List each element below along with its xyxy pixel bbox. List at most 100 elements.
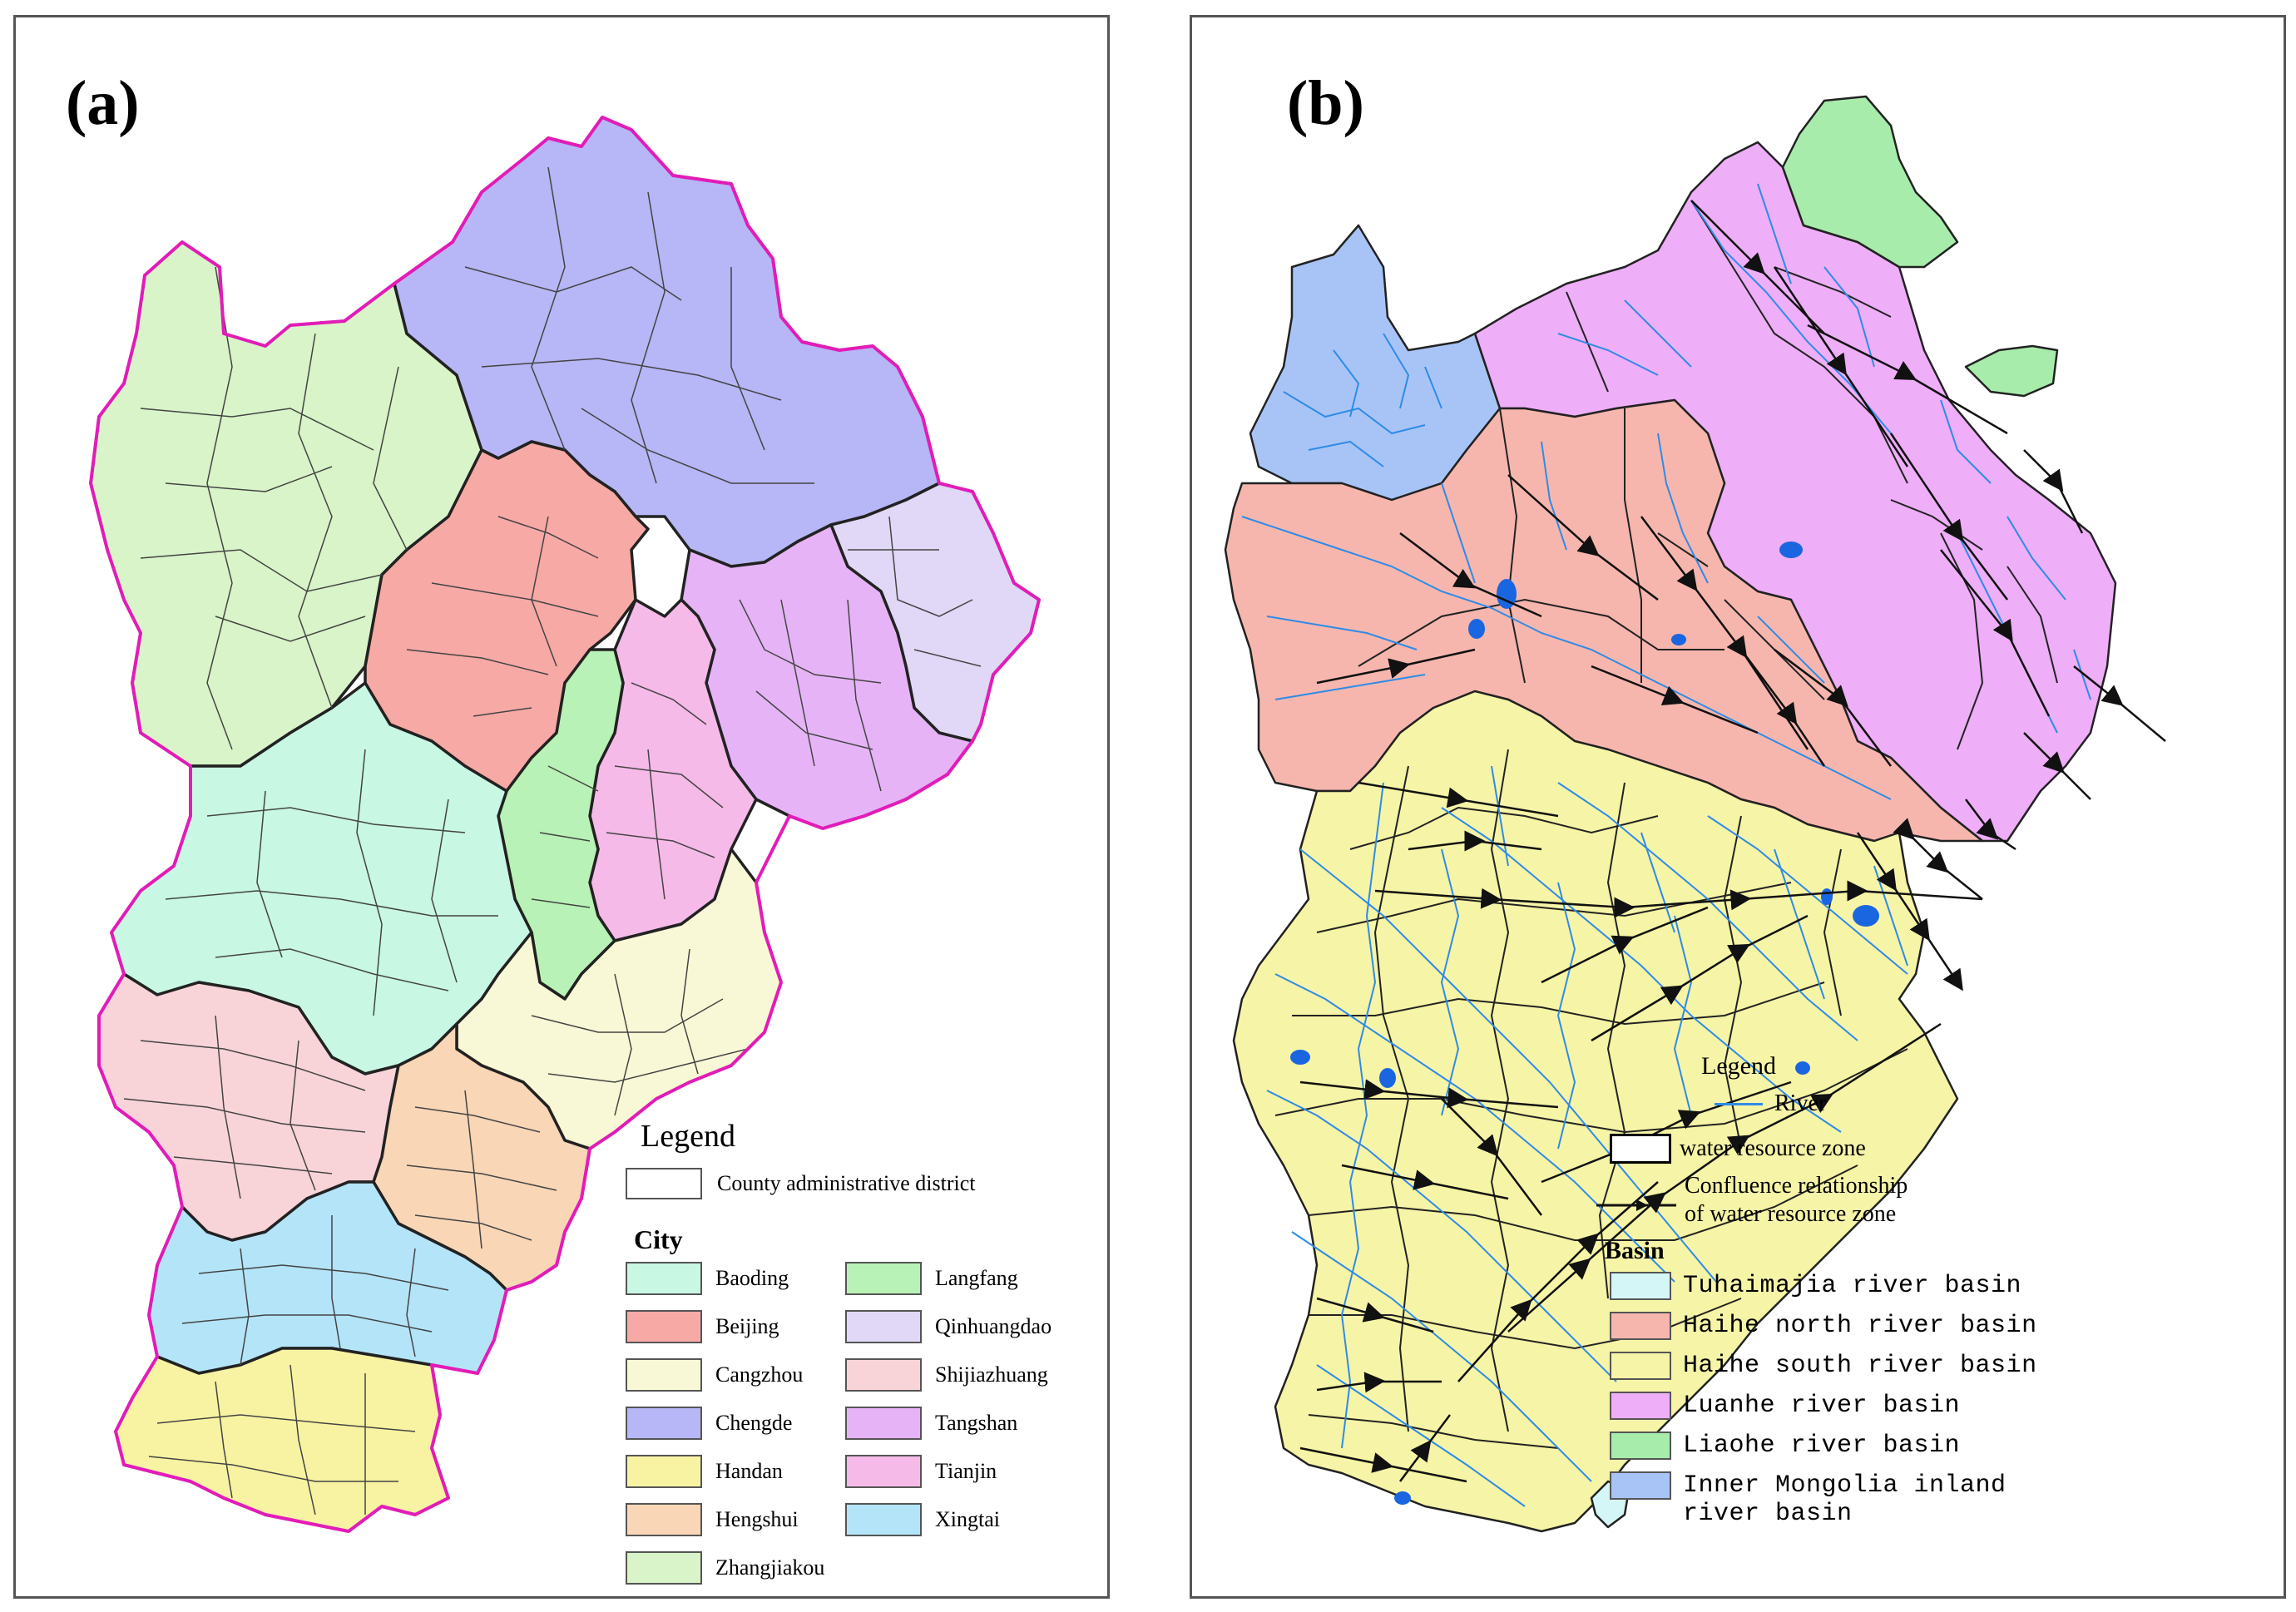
- basin-swatch: [1610, 1432, 1671, 1460]
- county-swatch: [626, 1168, 702, 1199]
- legend-city-zhangjiakou: Zhangjiakou: [626, 1551, 845, 1585]
- basin-label: Tuhaimajia river basin: [1683, 1272, 2022, 1300]
- legend-city-chengde: Chengde: [626, 1407, 845, 1440]
- city-label: Zhangjiakou: [715, 1555, 825, 1580]
- city-label: Langfang: [935, 1266, 1018, 1290]
- legend-city-xingtai: Xingtai: [845, 1503, 1065, 1536]
- basin-label: Luanhe river basin: [1683, 1392, 1961, 1420]
- legend-city-beijing: Beijing: [626, 1310, 845, 1343]
- city-swatch: [626, 1407, 702, 1440]
- legend-basin-entry: Liaohe river basin: [1610, 1432, 2074, 1460]
- basin-liaohe-right[interactable]: [1964, 344, 2059, 398]
- basin-swatch: [1610, 1312, 1671, 1340]
- panel-b-map-frame: (b): [1190, 15, 2286, 1599]
- county-boundaries: [123, 166, 982, 1516]
- legend-city-title: City: [634, 1224, 683, 1254]
- region-handan[interactable]: [114, 1347, 450, 1533]
- lake-9: [1379, 1068, 1396, 1088]
- city-map: [89, 116, 1041, 1533]
- legend-b-title: Legend: [1701, 1052, 1776, 1080]
- city-swatch: [845, 1310, 922, 1343]
- confluence-arrows: [1299, 200, 2166, 1483]
- river-line-icon: [1715, 1102, 1763, 1105]
- zone-label: water resource zone: [1680, 1135, 1866, 1161]
- city-swatch: [626, 1503, 702, 1536]
- city-label: Chengde: [715, 1411, 793, 1435]
- legend-city-baoding: Baoding: [626, 1262, 845, 1295]
- city-label: Handan: [715, 1459, 783, 1483]
- legend-city-list: Baoding Langfang Beijing Qinhuangdao Cangzho…: [626, 1262, 1065, 1585]
- confluence-label: Confluence relationship of water resourc…: [1685, 1172, 2017, 1229]
- lake-4: [1671, 634, 1686, 645]
- city-label: Tangshan: [935, 1411, 1018, 1435]
- province-boundary: [89, 116, 1041, 1533]
- legend-city-hengshui: Hengshui: [626, 1503, 845, 1536]
- legend-river-entry: River: [1715, 1090, 2074, 1117]
- basin-label: Inner Mongolia inland river basin: [1683, 1471, 2007, 1528]
- lake-7: [1795, 1061, 1810, 1075]
- city-swatch: [626, 1455, 702, 1488]
- lake-5: [1853, 905, 1879, 927]
- legend-basin-title: Basin: [1605, 1237, 1665, 1264]
- city-label: Beijing: [715, 1314, 779, 1338]
- lake-2: [1468, 619, 1485, 639]
- city-swatch: [845, 1262, 922, 1295]
- legend-basin-entry: Haihe north river basin: [1610, 1312, 2074, 1340]
- basin-swatch: [1610, 1392, 1671, 1420]
- city-swatch: [845, 1407, 922, 1440]
- confluence-label-line2: of water resource zone: [1685, 1201, 1897, 1227]
- basin-label: Haihe north river basin: [1683, 1312, 2037, 1340]
- confluence-label-line1: Confluence relationship: [1685, 1173, 1908, 1199]
- legend-basin-list: Tuhaimajia river basin Haihe north river …: [1610, 1272, 2074, 1528]
- city-swatch: [845, 1358, 922, 1392]
- confluence-arrow-icon: [1596, 1199, 1676, 1211]
- basin-label: Haihe south river basin: [1683, 1352, 2037, 1380]
- legend-basin-entry: Tuhaimajia river basin: [1610, 1272, 2074, 1300]
- basin-label: Liaohe river basin: [1683, 1432, 1961, 1460]
- city-swatch: [626, 1551, 702, 1585]
- zone-swatch: [1610, 1134, 1671, 1164]
- basin-swatch: [1610, 1471, 1671, 1500]
- city-swatch: [626, 1310, 702, 1343]
- legend-basin-entry: Haihe south river basin: [1610, 1352, 2074, 1380]
- city-label: Baoding: [715, 1266, 789, 1290]
- legend-city-shijiazhuang: Shijiazhuang: [845, 1358, 1065, 1392]
- legend-city-tangshan: Tangshan: [845, 1407, 1065, 1440]
- legend-county-entry: County administrative district: [626, 1168, 1065, 1199]
- city-label: Tianjin: [935, 1459, 997, 1483]
- county-label: County administrative district: [717, 1171, 976, 1195]
- lake-3: [1779, 541, 1803, 558]
- basin-swatch: [1610, 1352, 1671, 1380]
- legend-city-tianjin: Tianjin: [845, 1455, 1065, 1488]
- legend-basin-entry: Luanhe river basin: [1610, 1392, 2074, 1420]
- legend-confluence-entry: Confluence relationship of water resourc…: [1595, 1172, 2074, 1229]
- lake-10: [1394, 1491, 1411, 1505]
- city-swatch: [626, 1262, 702, 1295]
- city-label: Qinhuangdao: [935, 1314, 1052, 1338]
- river-label: River: [1774, 1090, 1827, 1116]
- city-label: Cangzhou: [715, 1362, 804, 1387]
- legend-city-qinhuangdao: Qinhuangdao: [845, 1310, 1065, 1343]
- legend-city-handan: Handan: [626, 1455, 845, 1488]
- city-label: Hengshui: [715, 1507, 799, 1531]
- lake-1: [1497, 579, 1517, 609]
- legend-city-cangzhou: Cangzhou: [626, 1358, 845, 1392]
- basin-liaohe-top[interactable]: [1781, 95, 1959, 269]
- legend-a: Legend County administrative district Ci…: [626, 1118, 1065, 1585]
- panel-a-map-frame: (a): [13, 15, 1110, 1599]
- legend-b: Legend River water resource zone Conflue…: [1591, 1052, 2074, 1540]
- city-swatch: [626, 1358, 702, 1392]
- lake-6: [1821, 888, 1833, 905]
- legend-basin-entry: Inner Mongolia inland river basin: [1610, 1471, 2074, 1528]
- panel-b-label: (b): [1287, 68, 1364, 138]
- city-swatch: [845, 1503, 922, 1536]
- panel-a-label: (a): [66, 68, 140, 138]
- city-label: Xingtai: [935, 1507, 1000, 1531]
- city-label: Shijiazhuang: [935, 1362, 1048, 1387]
- basin-map: [1224, 95, 2166, 1533]
- legend-a-title: Legend: [641, 1119, 735, 1154]
- legend-zone-entry: water resource zone: [1610, 1134, 2074, 1164]
- basin-swatch: [1610, 1272, 1671, 1300]
- city-swatch: [845, 1455, 922, 1488]
- legend-city-langfang: Langfang: [845, 1262, 1065, 1295]
